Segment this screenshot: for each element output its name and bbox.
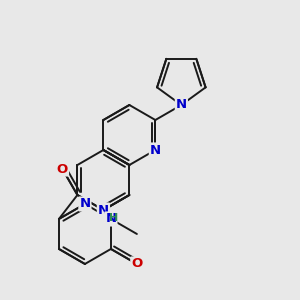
Text: N: N	[105, 212, 116, 226]
Text: N: N	[176, 98, 187, 112]
Text: O: O	[131, 257, 142, 271]
Text: N: N	[80, 197, 91, 211]
Text: O: O	[57, 163, 68, 176]
Text: H: H	[110, 212, 119, 223]
Text: N: N	[98, 203, 109, 217]
Text: N: N	[150, 143, 161, 157]
